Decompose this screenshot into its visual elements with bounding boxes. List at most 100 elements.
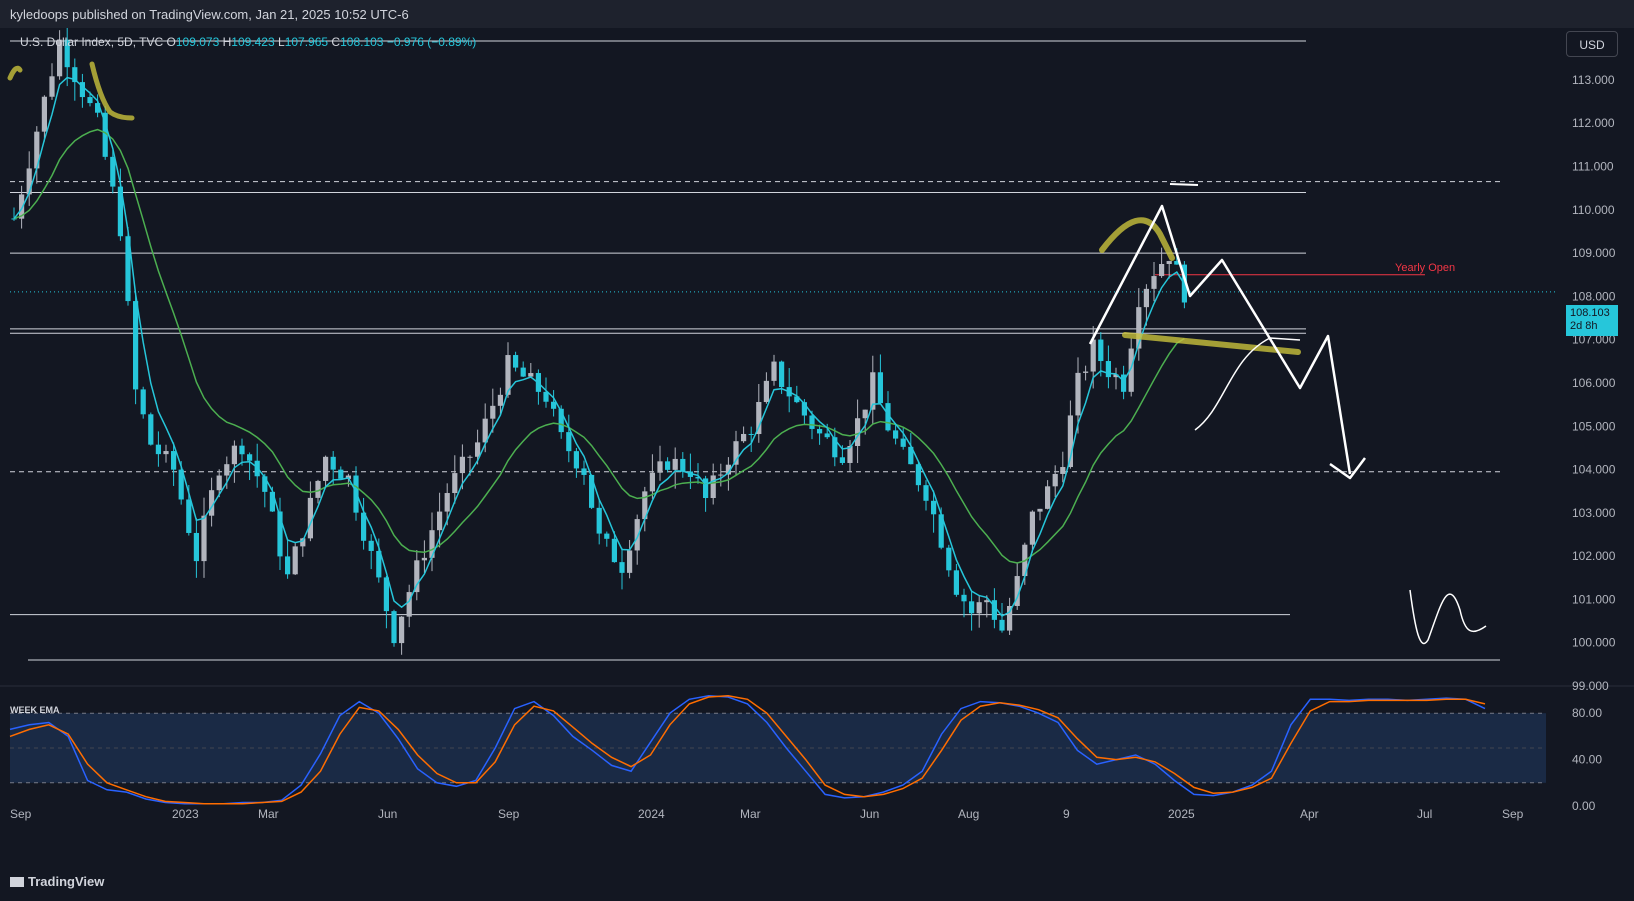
candle-body (262, 476, 268, 492)
candle-body (756, 402, 762, 435)
candle-body (330, 456, 336, 470)
x-axis-tick: Jul (1417, 807, 1432, 821)
x-axis-tick: 2023 (172, 807, 199, 821)
candle-body (300, 538, 306, 547)
y-axis-tick: 104.000 (1572, 463, 1616, 477)
candle-body (231, 445, 237, 465)
candle-body (368, 540, 374, 551)
candle-body (285, 556, 291, 575)
candle-body (809, 415, 815, 429)
candle-body (1121, 374, 1127, 392)
candle-body (110, 156, 116, 187)
candle-body (353, 475, 359, 513)
x-axis-tick: Jun (860, 807, 879, 821)
change-value: −0.976 (−0.89%) (386, 35, 477, 49)
y-axis-tick: 113.000 (1572, 73, 1615, 87)
candle-body (703, 478, 709, 499)
chart-canvas[interactable]: Yearly Open 113.000 112.000 111.000 110.000 1… (0, 28, 1634, 864)
candle-body (558, 408, 564, 433)
ema-fast-line (13, 76, 1186, 618)
candle-body (406, 592, 412, 617)
candle-body (695, 476, 701, 479)
candle-body (505, 355, 511, 395)
candle-body (171, 451, 177, 470)
bar-countdown: 2d 8h (1570, 320, 1598, 332)
candle-body (870, 372, 876, 410)
candle-body (733, 441, 739, 465)
x-axis-tick: Mar (740, 807, 761, 821)
x-axis-tick: Apr (1300, 807, 1319, 821)
y-axis-tick: 102.000 (1572, 549, 1616, 563)
y-axis-tick: 110.000 (1572, 203, 1615, 217)
oscillator-y-tick: 0.00 (1572, 799, 1596, 813)
candle-body (1098, 339, 1104, 362)
candle-body (239, 445, 245, 455)
tradingview-logo[interactable]: TradingView (10, 874, 104, 889)
candle-body (1159, 264, 1165, 277)
candle-body (619, 562, 625, 573)
close-value: 108.103 (340, 35, 384, 49)
stoch-d-line (9, 695, 1486, 805)
candle-body (543, 391, 549, 402)
candle-body (117, 186, 123, 237)
candle-body (193, 532, 199, 562)
candle-body (573, 451, 579, 469)
candle-body (771, 361, 777, 381)
candle-body (627, 550, 633, 573)
publisher-info: kyledoops published on TradingView.com, … (10, 7, 409, 22)
candle-body (862, 409, 868, 419)
candle-body (57, 39, 63, 77)
candle-body (277, 511, 283, 557)
x-axis-tick: 9 (1063, 807, 1070, 821)
candle-body (763, 380, 769, 403)
y-axis-tick: 99.000 (1572, 679, 1609, 693)
candle-body (1113, 374, 1119, 378)
candle-body (976, 602, 982, 614)
candle-body (938, 514, 944, 548)
candle-body (1014, 576, 1020, 606)
y-axis-tick: 111.000 (1572, 160, 1614, 174)
candle-body (399, 616, 405, 644)
candle-body (482, 418, 488, 443)
candle-body (1143, 288, 1149, 308)
candle-body (931, 500, 937, 515)
oscillator-y-tick: 40.00 (1572, 753, 1602, 767)
candle-body (1007, 605, 1013, 631)
candle-body (748, 433, 754, 435)
highlight-stroke (7, 61, 135, 121)
candle-body (338, 469, 344, 479)
candle-body (72, 67, 78, 83)
candle-body (307, 497, 313, 539)
currency-button[interactable]: USD (1566, 31, 1618, 57)
candle-body (133, 301, 139, 390)
x-axis-tick: Aug (958, 807, 979, 821)
drawn-dash (1169, 183, 1199, 186)
candle-body (323, 456, 329, 481)
high-label: H (222, 35, 232, 49)
candle-body (102, 112, 108, 157)
candle-body (991, 600, 997, 620)
low-label: L (278, 35, 285, 49)
yearly-open-label: Yearly Open (1395, 262, 1455, 274)
candle-body (551, 401, 557, 409)
candle-body (520, 367, 526, 377)
candle-body (832, 437, 838, 458)
x-axis-tick: Sep (10, 807, 32, 821)
squiggle-sketch (1409, 589, 1487, 645)
chart-area[interactable]: Yearly Open 113.000 112.000 111.000 110.000 1… (0, 28, 1634, 864)
candle-body (885, 403, 891, 431)
last-price-badge: 108.103 2d 8h (1566, 305, 1618, 336)
candle-body (1029, 511, 1035, 545)
candle-body (794, 396, 800, 403)
candle-body (444, 493, 450, 512)
candle-body (490, 405, 496, 419)
candle-body (581, 468, 587, 475)
projection-arrowhead (1329, 457, 1366, 480)
candle-body (186, 499, 192, 533)
candle-body (1136, 307, 1142, 349)
candle-body (741, 433, 747, 442)
x-axis-tick: 2024 (638, 807, 665, 821)
candle-body (421, 557, 427, 561)
candle-body (79, 82, 85, 98)
y-axis-tick: 105.000 (1572, 419, 1616, 433)
